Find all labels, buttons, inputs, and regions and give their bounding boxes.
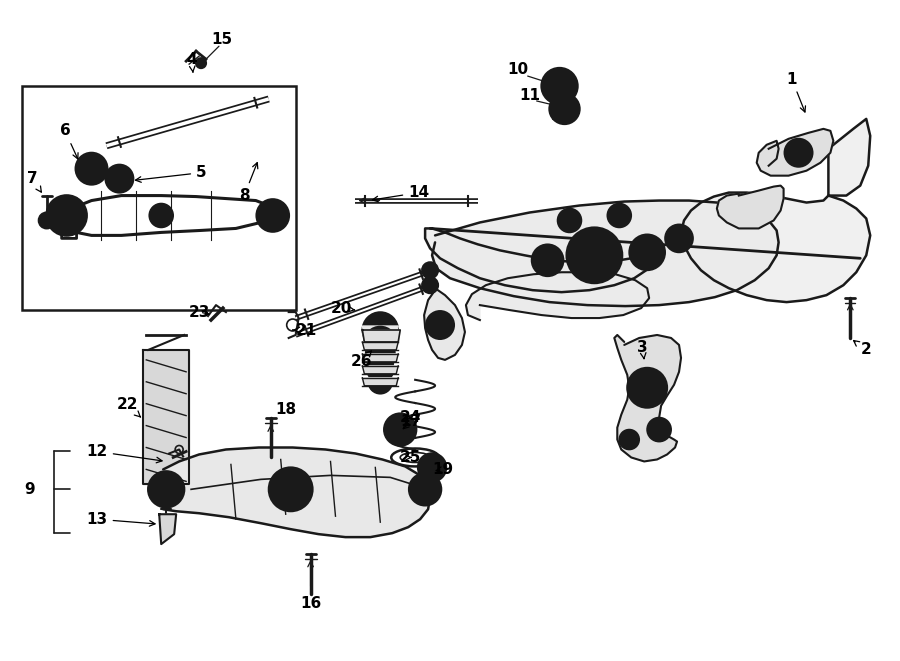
Circle shape bbox=[161, 489, 171, 499]
Text: 23: 23 bbox=[189, 305, 211, 319]
Polygon shape bbox=[363, 326, 398, 334]
Text: 18: 18 bbox=[275, 402, 297, 417]
Text: 4: 4 bbox=[186, 52, 197, 72]
Text: 13: 13 bbox=[86, 512, 155, 527]
Polygon shape bbox=[828, 119, 870, 196]
Text: 6: 6 bbox=[59, 124, 78, 159]
Circle shape bbox=[392, 422, 409, 438]
Polygon shape bbox=[159, 514, 176, 544]
Circle shape bbox=[384, 414, 416, 446]
Circle shape bbox=[39, 212, 55, 229]
Circle shape bbox=[785, 139, 813, 167]
Polygon shape bbox=[367, 365, 393, 373]
Circle shape bbox=[418, 453, 446, 481]
Circle shape bbox=[550, 94, 580, 124]
Circle shape bbox=[619, 430, 639, 449]
Polygon shape bbox=[363, 378, 398, 386]
Text: 8: 8 bbox=[238, 163, 257, 203]
Circle shape bbox=[105, 165, 133, 192]
Circle shape bbox=[647, 418, 671, 442]
Polygon shape bbox=[424, 288, 465, 360]
Circle shape bbox=[557, 208, 581, 233]
Polygon shape bbox=[615, 335, 681, 461]
Text: 22: 22 bbox=[116, 397, 140, 417]
Circle shape bbox=[364, 327, 397, 360]
Text: 17: 17 bbox=[400, 414, 421, 429]
Polygon shape bbox=[425, 229, 659, 292]
Bar bbox=[22, 86, 296, 310]
Circle shape bbox=[256, 200, 289, 231]
Text: 26: 26 bbox=[350, 351, 372, 369]
Polygon shape bbox=[159, 447, 430, 537]
Circle shape bbox=[265, 208, 281, 223]
Circle shape bbox=[57, 206, 76, 225]
Circle shape bbox=[149, 204, 173, 227]
Polygon shape bbox=[61, 198, 76, 239]
Circle shape bbox=[158, 481, 176, 498]
Polygon shape bbox=[365, 352, 395, 360]
Circle shape bbox=[665, 225, 693, 253]
Circle shape bbox=[363, 312, 398, 348]
Circle shape bbox=[157, 485, 176, 504]
Circle shape bbox=[542, 68, 578, 104]
Polygon shape bbox=[364, 339, 397, 347]
Polygon shape bbox=[681, 192, 870, 302]
Text: 24: 24 bbox=[400, 410, 421, 425]
Circle shape bbox=[279, 477, 302, 501]
Circle shape bbox=[148, 471, 184, 507]
Circle shape bbox=[551, 77, 569, 95]
Circle shape bbox=[417, 481, 433, 497]
Circle shape bbox=[557, 102, 572, 116]
Polygon shape bbox=[368, 378, 392, 386]
Text: 20: 20 bbox=[330, 301, 355, 315]
Circle shape bbox=[627, 368, 667, 408]
Circle shape bbox=[365, 341, 395, 371]
Text: 1: 1 bbox=[787, 71, 806, 112]
Text: 7: 7 bbox=[27, 171, 41, 192]
Text: 25: 25 bbox=[400, 450, 421, 465]
Circle shape bbox=[433, 318, 447, 332]
Text: 12: 12 bbox=[86, 444, 162, 463]
Text: 19: 19 bbox=[432, 462, 454, 477]
Circle shape bbox=[566, 227, 622, 283]
Text: 11: 11 bbox=[519, 89, 541, 104]
Circle shape bbox=[422, 277, 438, 293]
Circle shape bbox=[84, 161, 100, 176]
Text: 5: 5 bbox=[136, 165, 207, 182]
Circle shape bbox=[196, 58, 206, 68]
Circle shape bbox=[47, 196, 86, 235]
Circle shape bbox=[112, 172, 126, 186]
Polygon shape bbox=[757, 129, 833, 176]
Text: 9: 9 bbox=[23, 482, 34, 497]
Text: 14: 14 bbox=[373, 185, 429, 202]
Circle shape bbox=[425, 461, 439, 475]
Polygon shape bbox=[466, 272, 649, 320]
Text: 16: 16 bbox=[300, 596, 321, 611]
Text: 10: 10 bbox=[508, 61, 529, 77]
Circle shape bbox=[76, 153, 107, 184]
Polygon shape bbox=[363, 354, 398, 362]
Polygon shape bbox=[432, 200, 778, 306]
Polygon shape bbox=[717, 186, 784, 229]
Circle shape bbox=[410, 473, 441, 505]
Polygon shape bbox=[143, 350, 189, 485]
Polygon shape bbox=[363, 366, 398, 374]
Circle shape bbox=[792, 146, 806, 160]
Circle shape bbox=[269, 467, 312, 511]
Text: 2: 2 bbox=[853, 340, 871, 358]
Circle shape bbox=[368, 370, 392, 394]
Polygon shape bbox=[363, 330, 400, 342]
Circle shape bbox=[422, 262, 438, 278]
Text: 3: 3 bbox=[637, 340, 648, 359]
Circle shape bbox=[532, 245, 563, 276]
Circle shape bbox=[637, 378, 657, 398]
Circle shape bbox=[608, 204, 631, 227]
Circle shape bbox=[629, 235, 665, 270]
Polygon shape bbox=[363, 342, 398, 350]
Circle shape bbox=[367, 356, 393, 382]
Circle shape bbox=[426, 311, 454, 339]
Text: 15: 15 bbox=[211, 32, 232, 47]
Text: 21: 21 bbox=[292, 323, 317, 338]
